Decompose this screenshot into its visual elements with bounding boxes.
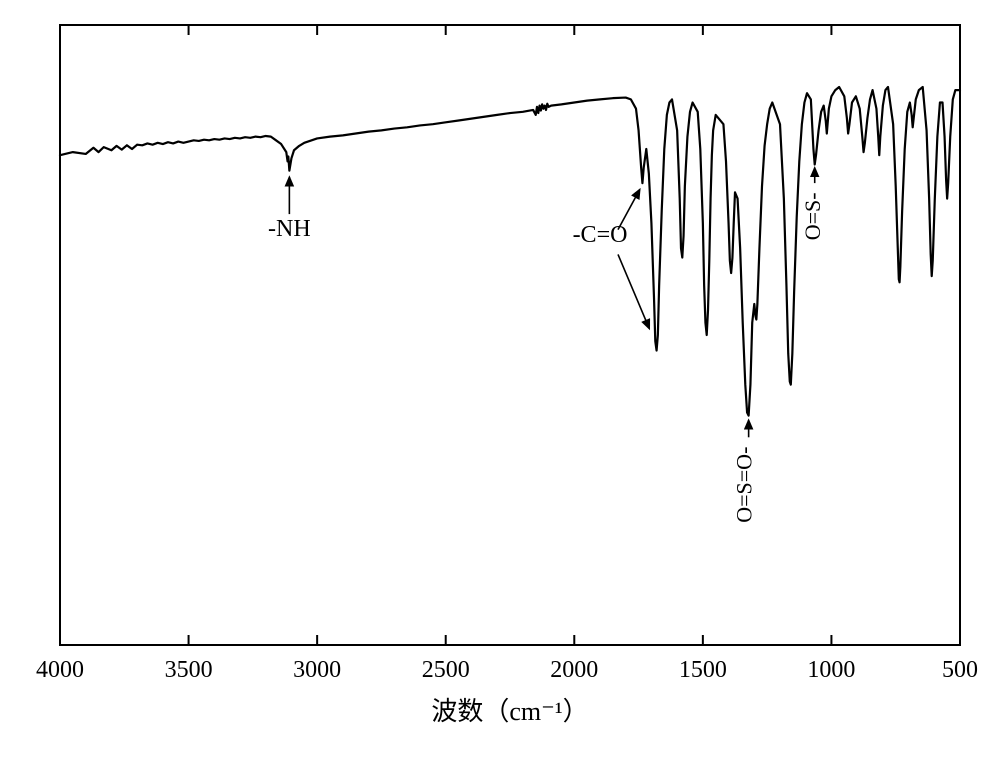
x-tick-label: 1000 [807,657,855,683]
x-tick-label: 4000 [36,657,84,683]
svg-text:O=S=O-: O=S=O- [732,447,757,523]
x-tick-label: 2000 [550,657,598,683]
svg-text:O=S-: O=S- [800,192,825,240]
co-label: -C=O [573,222,628,248]
x-tick-label: 500 [942,657,978,683]
spectrum-line [60,87,960,416]
annotation-arrow [618,254,649,328]
x-tick-label: 1500 [679,657,727,683]
chart-svg: 4000 3500 3000 2500 2000 1500 1000 500 波数（cm⁻¹） -… [0,0,1000,768]
x-tick-label: 3500 [165,657,213,683]
ir-spectrum-chart: 4000 3500 3000 2500 2000 1500 1000 500 波数（cm⁻¹） -… [0,0,1000,768]
so_sym: O=S- [800,192,825,240]
nh-label: -NH [268,216,311,242]
so_asym: O=S=O- [732,447,757,523]
x-tick-label: 2500 [422,657,470,683]
x-tick-label: 3000 [293,657,341,683]
x-axis-label: 波数（cm⁻¹） [431,697,588,726]
